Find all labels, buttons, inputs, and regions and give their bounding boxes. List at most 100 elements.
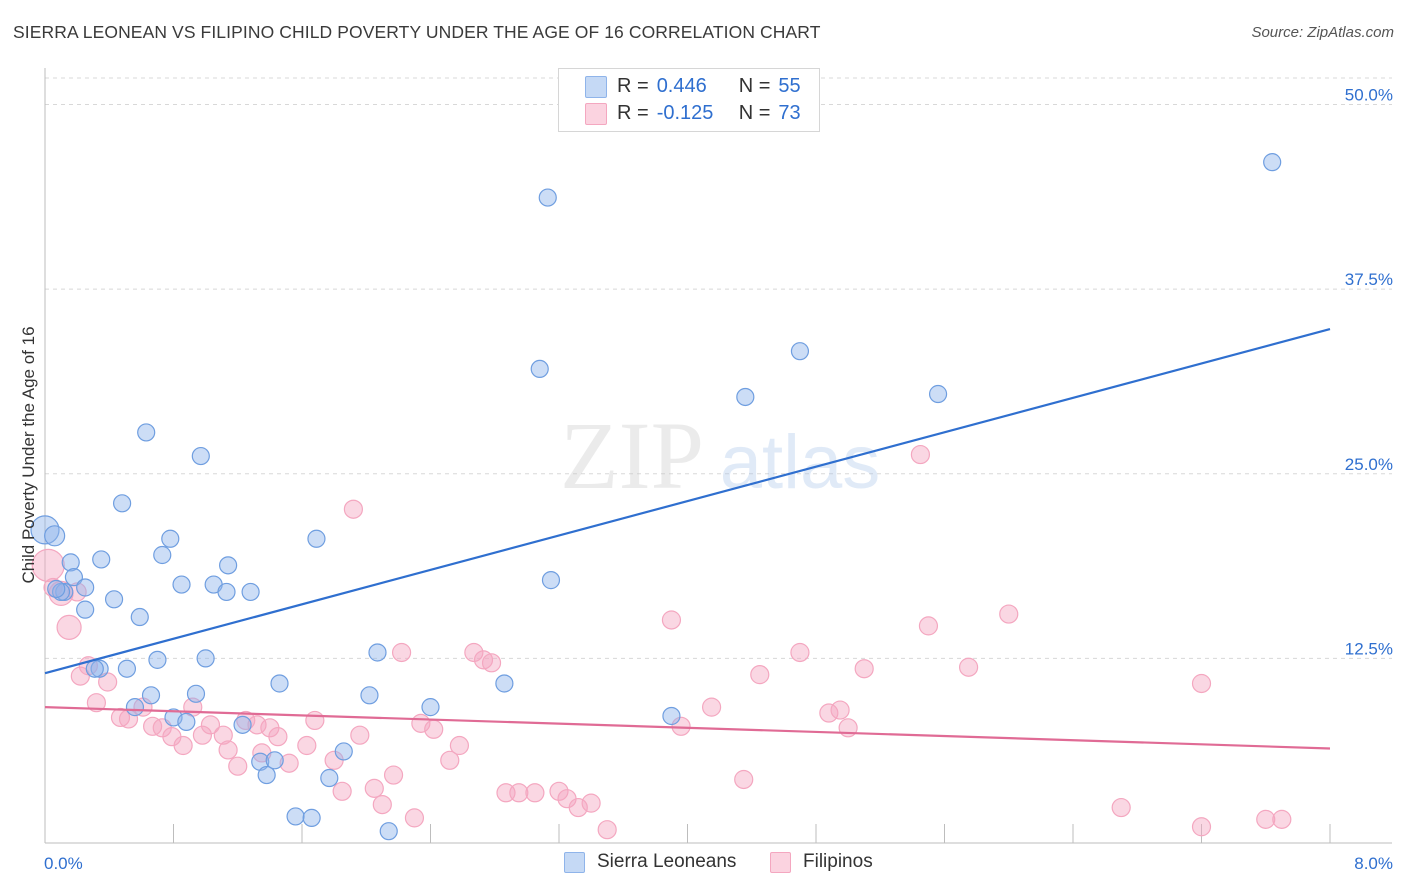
sierra-point (191, 446, 210, 466)
sierra-point (64, 568, 84, 587)
trend-lines (44, 327, 1331, 750)
sierra-points (30, 153, 1282, 841)
tick-labels: 12.5% 25.0% 37.5% 50.0% 0.0% 8.0% (44, 86, 1393, 873)
filipino-point (597, 820, 617, 840)
filipino-point (297, 735, 317, 756)
legend-n-value-2: 73 (778, 101, 801, 124)
filipino-point (424, 719, 444, 739)
filipino-point (1272, 809, 1292, 829)
sierra-point (541, 571, 561, 590)
sierra-point (379, 822, 398, 841)
sierra-point (153, 545, 172, 565)
filipino-point (854, 659, 874, 679)
bottom-legend-sierra: Sierra Leoneans (564, 851, 736, 873)
watermark-zip: ZIP (560, 402, 704, 509)
watermark-atlas: atlas (720, 420, 881, 505)
filipino-point (525, 783, 545, 803)
bottom-legend-filipino-swatch (770, 851, 791, 873)
filipino-point (391, 642, 412, 663)
sierra-point (196, 649, 215, 668)
sierra-point (85, 659, 104, 678)
sierra-point (334, 742, 353, 761)
gridlines (45, 77, 1392, 659)
filipino-point (581, 793, 601, 813)
legend-r-label-2: R = (617, 101, 649, 124)
filipino-point (819, 703, 839, 723)
filipino-point (218, 740, 238, 760)
filipino-swatch (585, 103, 607, 125)
sierra-point (270, 674, 289, 693)
sierra-point (148, 650, 167, 669)
sierra-point (177, 712, 196, 731)
sierra-point (307, 529, 326, 548)
bottom-legend-filipino: Filipinos (770, 851, 873, 873)
filipino-point (364, 778, 384, 798)
filipino-point (305, 710, 325, 731)
bottom-legend-filipino-label: Filipinos (803, 851, 873, 872)
sierra-point (320, 768, 339, 788)
sierra-point (76, 600, 95, 619)
bottom-legend-sierra-label: Sierra Leoneans (597, 851, 737, 872)
sierra-point (92, 550, 111, 569)
bottom-legend-sierra-swatch (564, 851, 585, 873)
filipino-point (192, 725, 213, 745)
sierra-point (662, 706, 681, 726)
filipino-point (1256, 809, 1276, 829)
sierra-point (219, 556, 238, 575)
filipino-point (31, 548, 65, 582)
filipino-point (918, 616, 939, 636)
sierra-point (421, 698, 440, 717)
filipino-point (404, 808, 425, 828)
sierra-point (186, 684, 206, 703)
sierra-point (51, 582, 71, 602)
sierra-point (217, 582, 236, 602)
filipino-point (464, 642, 484, 663)
sierra-point (47, 579, 66, 599)
sierra-point (161, 529, 180, 548)
filipino-point (213, 725, 233, 745)
sierra-point (538, 188, 557, 207)
filipino-point (568, 797, 588, 818)
filipino-point (372, 794, 392, 815)
sierra-point (44, 525, 66, 547)
filipino-point (332, 781, 352, 801)
filipino-point (509, 783, 529, 803)
filipino-point (67, 582, 87, 602)
source-label: Source: ZipAtlas.com (1251, 24, 1394, 41)
sierra-trend-line (44, 327, 1331, 675)
correlation-legend: R = 0.446 N = 55 R = -0.125 N = 73 (558, 68, 820, 132)
filipino-point (268, 727, 288, 747)
sierra-point (112, 494, 132, 513)
sierra-point (130, 607, 149, 627)
filipino-point (830, 700, 850, 720)
sierra-point (736, 387, 755, 407)
filipino-point (86, 693, 107, 713)
filipino-point (661, 610, 682, 630)
filipino-point (173, 735, 193, 756)
sierra-swatch (585, 76, 607, 98)
legend-r-value-1: 0.446 (656, 74, 707, 97)
filipino-point (750, 665, 770, 685)
filipino-point (910, 444, 931, 465)
filipino-point (383, 765, 404, 785)
sierra-point (257, 765, 276, 785)
filipino-point (440, 750, 460, 770)
filipino-point (1111, 797, 1131, 818)
legend-n-label-1: N = (738, 74, 771, 97)
sierra-point (530, 359, 549, 379)
y-tick-label: 25.0% (1345, 455, 1393, 474)
x-tick-label-max: 8.0% (1354, 854, 1393, 873)
legend-n-value-1: 55 (778, 74, 801, 97)
sierra-point (30, 515, 60, 545)
sierra-point (104, 590, 124, 609)
chart-title: SIERRA LEONEAN VS FILIPINO CHILD POVERTY… (13, 22, 821, 42)
axes (44, 68, 1392, 844)
sierra-point (495, 674, 514, 693)
y-tick-label: 12.5% (1345, 639, 1393, 658)
x-tick-label-min: 0.0% (44, 854, 83, 873)
sierra-point (360, 686, 379, 705)
filipino-point (734, 769, 754, 790)
filipino-point (1191, 817, 1212, 837)
y-tick-label: 50.0% (1345, 86, 1393, 105)
